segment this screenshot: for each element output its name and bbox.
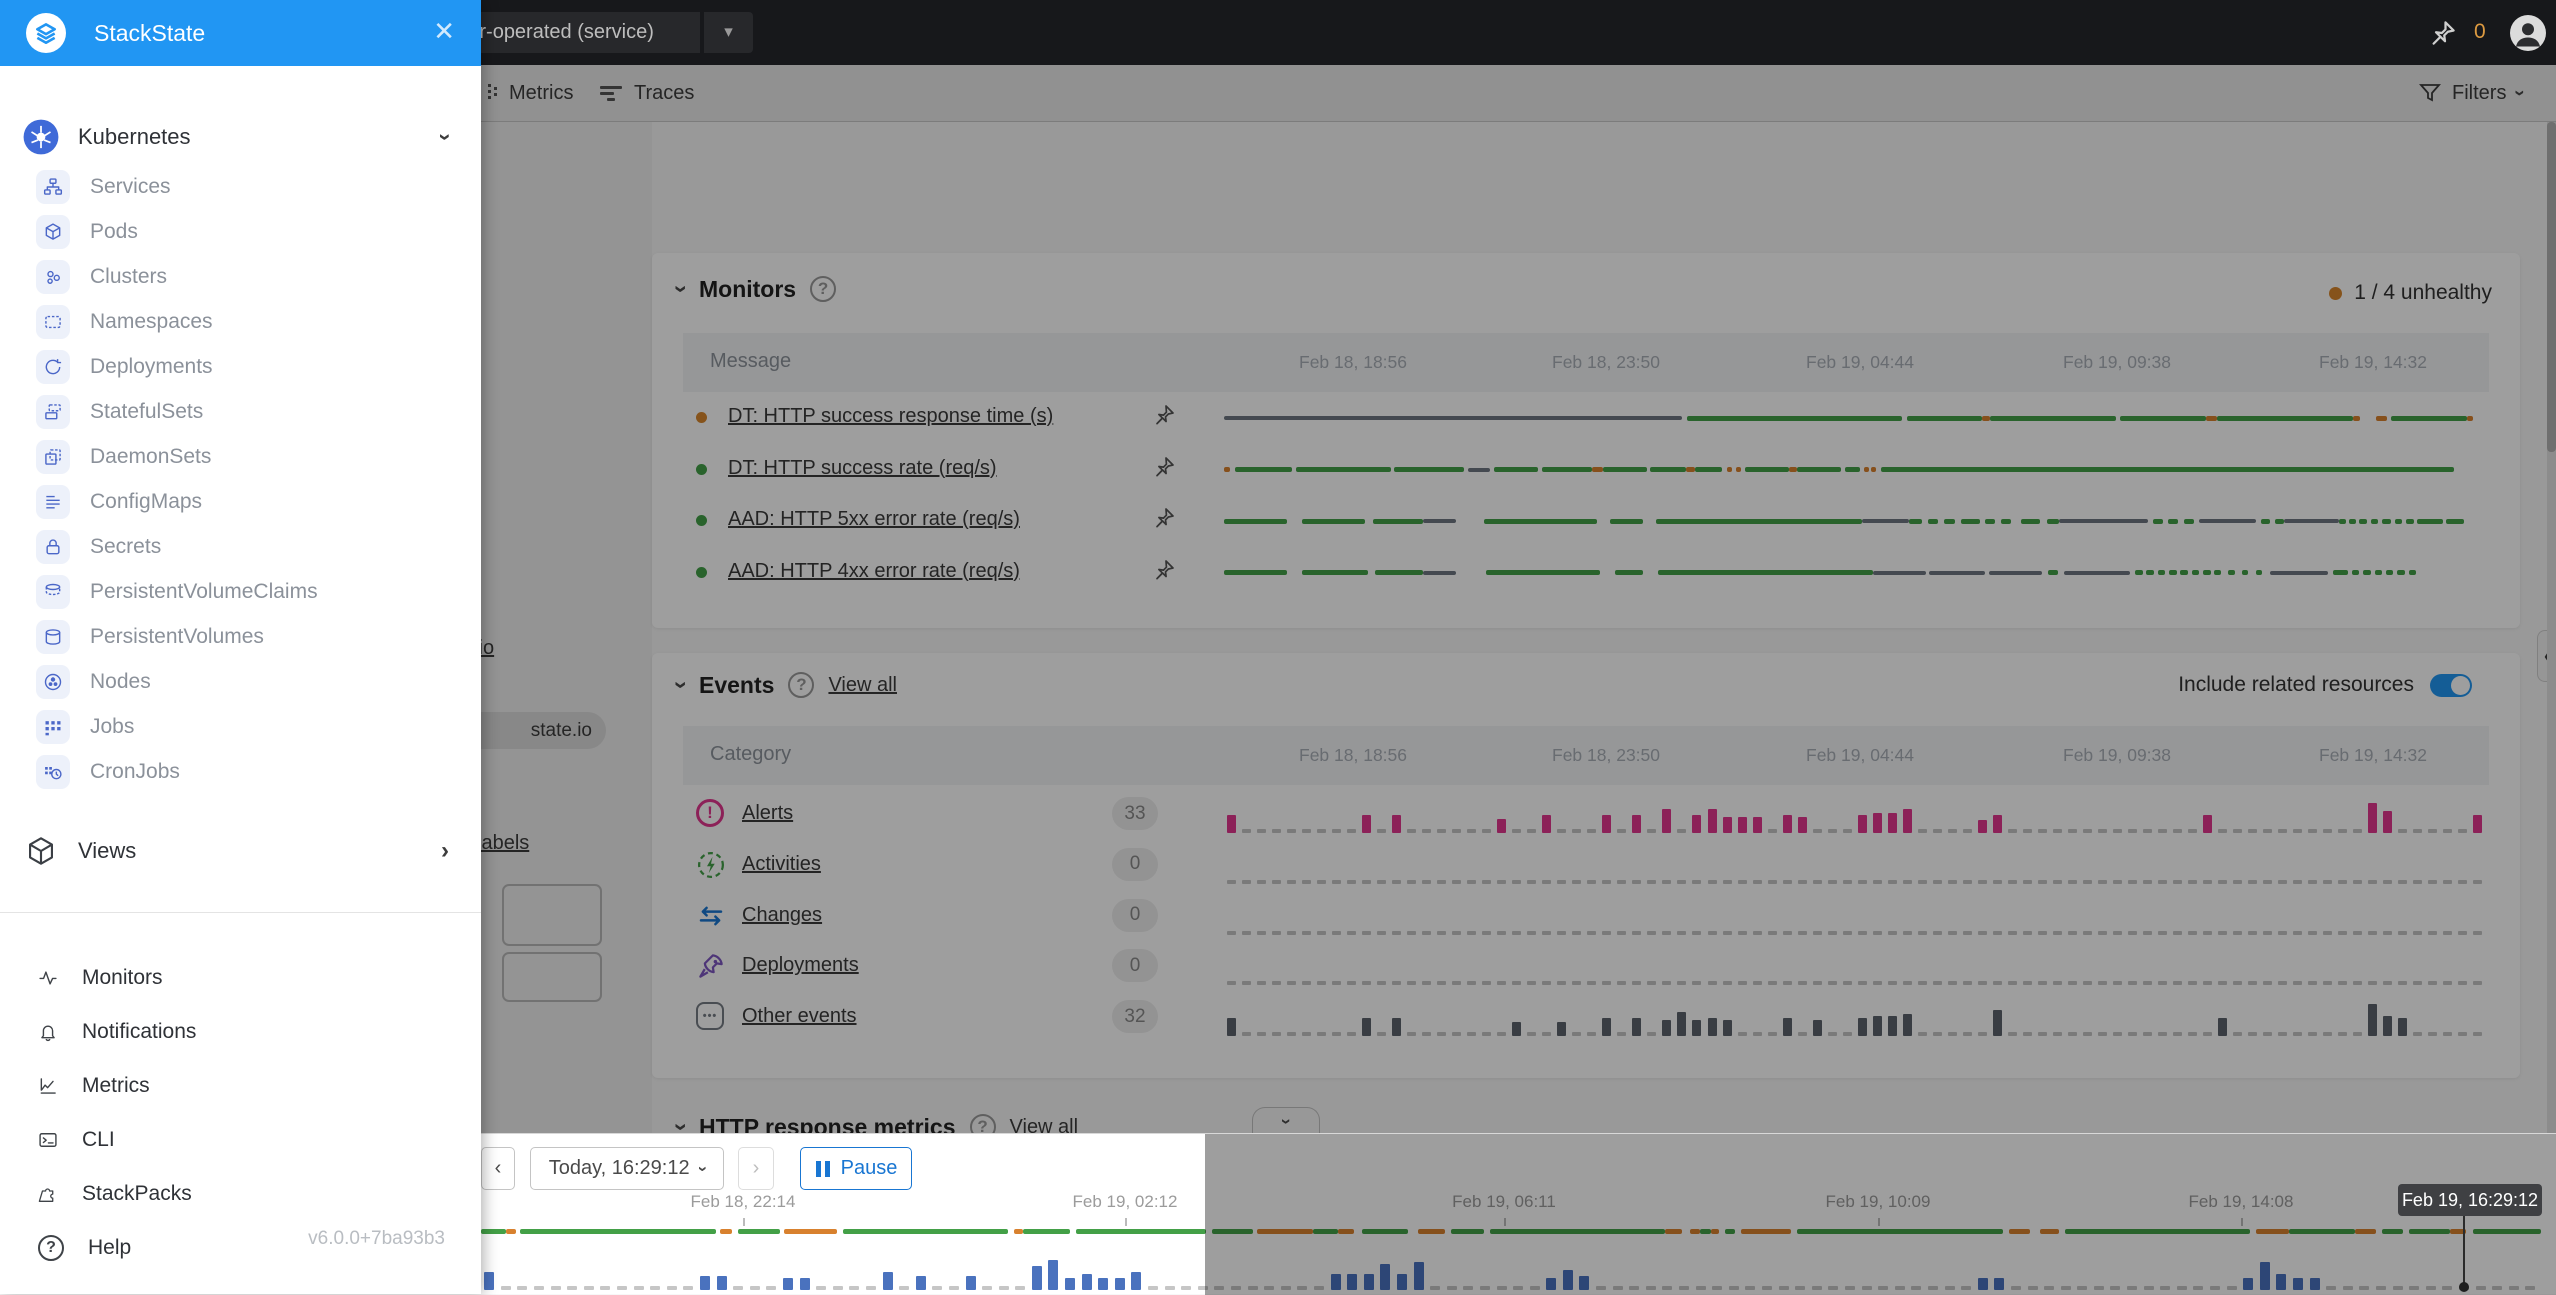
divider [0,912,481,913]
drawer-title: StackState [94,20,205,47]
sidebar-item-nodes[interactable]: Nodes [0,659,481,704]
tick-mark [743,1218,745,1226]
statefulsets-icon [36,395,70,429]
pin-count: 0 [2474,20,2486,44]
sidebar-item-label: StatefulSets [90,400,203,424]
sidebar-item-label: DaemonSets [90,445,211,469]
nodes-icon [36,665,70,699]
pods-icon [36,215,70,249]
configmaps-icon [36,485,70,519]
tick-mark [1125,1218,1127,1226]
pause-button[interactable]: Pause [800,1147,912,1190]
services-icon [36,170,70,204]
views-group-label: Views [78,838,136,864]
chevron-down-icon: › [432,133,458,140]
sidebar-item-label: Help [88,1236,131,1260]
sidebar-item-label: ConfigMaps [90,490,202,514]
time-picker-button[interactable]: Today, 16:29:12 › [530,1147,724,1190]
kubernetes-icon [22,118,60,156]
sidebar-item-label: Notifications [82,1020,196,1044]
namespaces-icon [36,305,70,339]
sidebar-item-label: Jobs [90,715,134,739]
sidebar-item-daemonsets[interactable]: DaemonSets [0,434,481,479]
sidebar-item-statefulsets[interactable]: StatefulSets [0,389,481,434]
close-icon[interactable]: ✕ [433,16,455,47]
sidebar-item-persistentvolumeclaims[interactable]: PersistentVolumeClaims [0,569,481,614]
sidebar-item-label: CLI [82,1128,115,1152]
sidebar-item-label: CronJobs [90,760,180,784]
sidebar-item-persistentvolumes[interactable]: PersistentVolumes [0,614,481,659]
sidebar-item-label: Namespaces [90,310,213,334]
sidebar-item-services[interactable]: Services [0,164,481,209]
pv-icon [36,620,70,654]
sidebar-item-stackpacks[interactable]: StackPacks [0,1167,481,1221]
sidebar-item-label: Metrics [82,1074,150,1098]
pvc-icon [36,575,70,609]
chevron-right-icon: › [441,837,449,865]
time-back-button[interactable]: ‹ [481,1147,515,1190]
time-picker-label: Today, 16:29:12 [549,1157,690,1180]
stackpacks-icon [38,1184,58,1204]
notifications-icon [38,1022,58,1042]
daemonsets-icon [36,440,70,474]
sidebar-item-label: Monitors [82,966,163,990]
kubernetes-group-label: Kubernetes [78,124,191,150]
views-cube-icon [25,835,57,867]
sidebar-item-configmaps[interactable]: ConfigMaps [0,479,481,524]
sidebar-item-cronjobs[interactable]: CronJobs [0,749,481,794]
sidebar-item-label: StackPacks [82,1182,192,1206]
sidebar-item-clusters[interactable]: Clusters [0,254,481,299]
sidebar-item-jobs[interactable]: Jobs [0,704,481,749]
cli-icon [38,1130,58,1150]
pin-icon[interactable] [2428,18,2458,48]
help-icon: ? [38,1235,64,1261]
sidebar-item-cli[interactable]: CLI [0,1113,481,1167]
sidebar-item-label: Nodes [90,670,151,694]
sidebar-item-pods[interactable]: Pods [0,209,481,254]
drawer-header: StackState ✕ [0,0,481,66]
pause-icon [815,1160,831,1178]
sidebar-item-label: Services [90,175,171,199]
current-time-tooltip: Feb 19, 16:29:12 [2398,1184,2542,1216]
sidebar-item-secrets[interactable]: Secrets [0,524,481,569]
time-tick-label: Feb 18, 22:14 [691,1192,796,1212]
sidebar-item-deployments[interactable]: Deployments [0,344,481,389]
jobs-icon [36,710,70,744]
version-label: v6.0.0+7ba93b3 [308,1228,445,1250]
time-tick-label: Feb 19, 02:12 [1073,1192,1178,1212]
time-forward-button[interactable]: › [738,1147,774,1190]
cronjobs-icon [36,755,70,789]
avatar[interactable] [2510,15,2546,51]
deployments-icon [36,350,70,384]
sidebar-item-label: Secrets [90,535,161,559]
sidebar-item-label: Clusters [90,265,167,289]
sidebar-item-label: Deployments [90,355,213,379]
pause-label: Pause [841,1157,898,1180]
sidebar-group-views[interactable]: Views › [0,828,481,874]
metrics-icon [38,1076,58,1096]
sidebar-item-metrics[interactable]: Metrics [0,1059,481,1113]
sidebar-item-label: Pods [90,220,138,244]
stackstate-logo [26,13,66,53]
navigation-drawer: StackState ✕ Kubernetes › Services Pods Cl… [0,0,481,1294]
monitors-icon [38,968,58,988]
scope-dropdown-caret[interactable]: ▾ [703,12,753,53]
sidebar-item-label: PersistentVolumeClaims [90,580,318,604]
sidebar-item-namespaces[interactable]: Namespaces [0,299,481,344]
secrets-icon [36,530,70,564]
chevron-down-icon: › [692,1166,712,1172]
current-time-cursor[interactable] [2463,1209,2465,1287]
sidebar-group-kubernetes[interactable]: Kubernetes › [0,114,481,160]
sidebar-item-label: PersistentVolumes [90,625,264,649]
clusters-icon [36,260,70,294]
sidebar-item-monitors[interactable]: Monitors [0,951,481,1005]
sidebar-item-notifications[interactable]: Notifications [0,1005,481,1059]
